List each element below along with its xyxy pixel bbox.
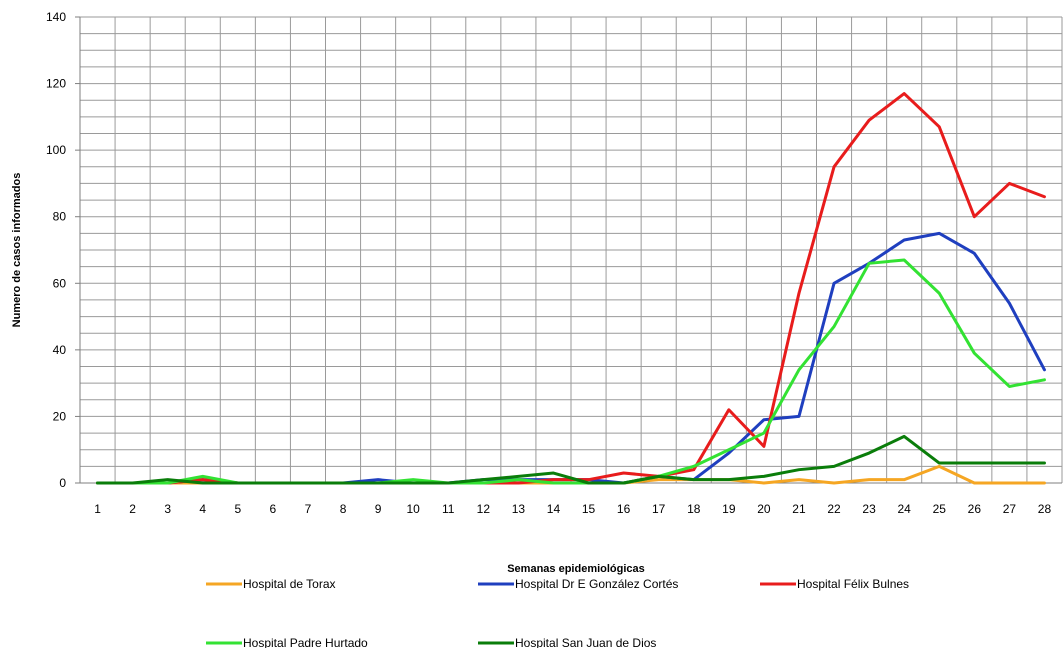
x-tick-label: 3 bbox=[164, 502, 171, 516]
legend: Hospital de Torax Hospital Dr E González … bbox=[206, 577, 909, 648]
x-tick-label: 10 bbox=[406, 502, 420, 516]
x-tick-label: 11 bbox=[442, 502, 455, 516]
x-tick-label: 19 bbox=[722, 502, 736, 516]
y-tick-label: 0 bbox=[59, 476, 66, 490]
y-tick-label: 120 bbox=[46, 77, 66, 91]
x-tick-label: 15 bbox=[582, 502, 596, 516]
x-tick-label: 6 bbox=[270, 502, 277, 516]
y-axis-title: Numero de casos informados bbox=[11, 173, 23, 328]
x-axis-title: Semanas epidemiológicas bbox=[507, 563, 645, 575]
y-tick-label: 100 bbox=[46, 143, 66, 157]
x-tick-label: 25 bbox=[933, 502, 947, 516]
grid-layer bbox=[79, 16, 1063, 484]
x-tick-label: 9 bbox=[375, 502, 382, 516]
x-tick-label: 1 bbox=[94, 502, 101, 516]
legend-label: Hospital San Juan de Dios bbox=[515, 636, 656, 648]
y-tick-label: 80 bbox=[53, 210, 67, 224]
series-layer bbox=[96, 92, 1046, 485]
y-tick-label: 40 bbox=[53, 343, 67, 357]
x-tick-label: 24 bbox=[897, 502, 911, 516]
x-tick-label: 13 bbox=[512, 502, 526, 516]
legend-label: Hospital de Torax bbox=[243, 577, 336, 591]
x-tick-label: 22 bbox=[827, 502, 841, 516]
x-tick-label: 23 bbox=[862, 502, 876, 516]
legend-item-4: Hospital Padre Hurtado bbox=[206, 636, 368, 648]
y-tick-label: 140 bbox=[46, 10, 66, 24]
x-tick-label: 7 bbox=[305, 502, 312, 516]
series-line-5 bbox=[96, 434, 1046, 485]
legend-item-3: Hospital Félix Bulnes bbox=[760, 577, 909, 591]
x-tick-label: 28 bbox=[1038, 502, 1052, 516]
legend-label: Hospital Padre Hurtado bbox=[243, 636, 368, 648]
y-tick-label: 60 bbox=[53, 276, 67, 290]
x-tick-label: 17 bbox=[652, 502, 666, 516]
legend-item-5: Hospital San Juan de Dios bbox=[478, 636, 656, 648]
legend-label: Hospital Dr E González Cortés bbox=[515, 577, 678, 591]
legend-item-1: Hospital de Torax bbox=[206, 577, 336, 591]
x-tick-label: 26 bbox=[968, 502, 982, 516]
x-tick-label: 18 bbox=[687, 502, 701, 516]
x-tick-label: 20 bbox=[757, 502, 771, 516]
x-tick-label: 2 bbox=[129, 502, 136, 516]
x-tick-label: 8 bbox=[340, 502, 347, 516]
legend-item-2: Hospital Dr E González Cortés bbox=[478, 577, 678, 591]
x-tick-label: 12 bbox=[477, 502, 491, 516]
x-tick-label: 14 bbox=[547, 502, 561, 516]
x-tick-label: 27 bbox=[1003, 502, 1017, 516]
x-tick-label: 4 bbox=[199, 502, 206, 516]
x-tick-label: 5 bbox=[234, 502, 241, 516]
y-tick-label: 20 bbox=[53, 409, 67, 423]
x-tick-label: 21 bbox=[792, 502, 806, 516]
legend-label: Hospital Félix Bulnes bbox=[797, 577, 909, 591]
x-tick-label: 16 bbox=[617, 502, 631, 516]
